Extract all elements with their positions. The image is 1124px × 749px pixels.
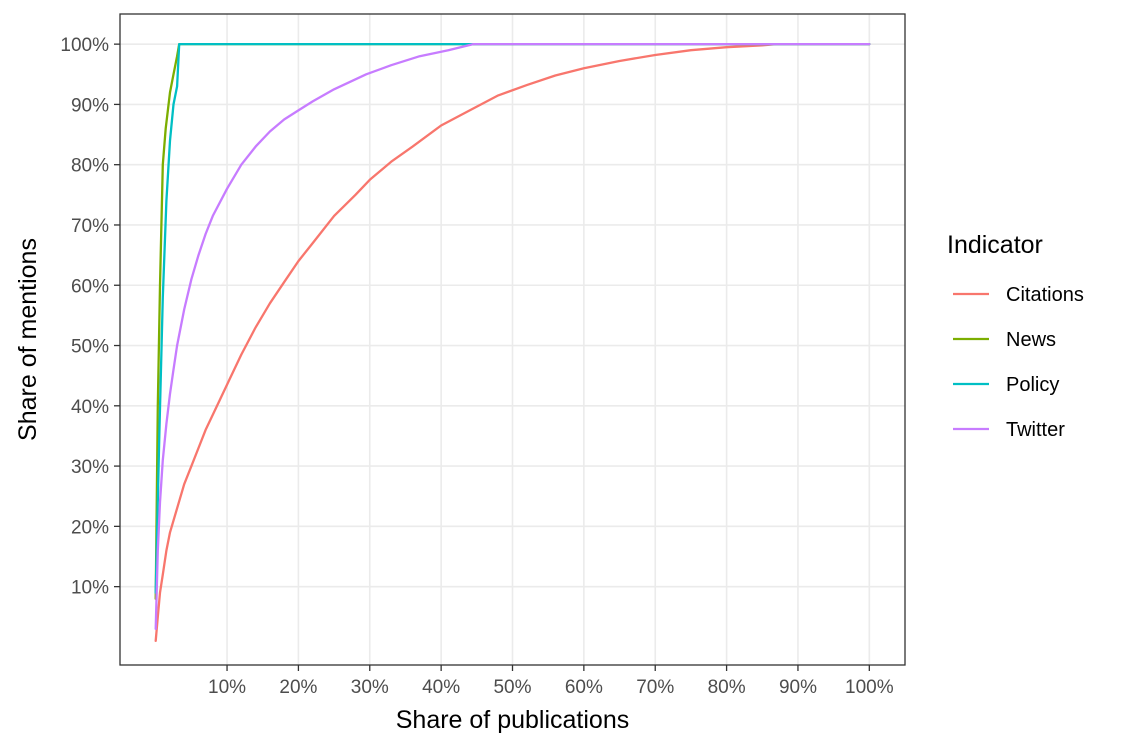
x-tick-label: 10% [208,677,246,698]
y-tick-label: 70% [71,216,109,237]
y-axis-title: Share of mentions [14,238,42,441]
y-tick-label: 60% [71,276,109,297]
y-tick-label: 100% [60,35,109,56]
x-tick-label: 90% [779,677,817,698]
legend-label-policy: Policy [1006,374,1059,396]
series-line-citations [154,42,871,643]
legend-label-twitter: Twitter [1006,419,1065,441]
x-axis-title: Share of publications [396,706,629,734]
y-tick-label: 30% [71,457,109,478]
legend-items: Citations News Policy Twitter [953,284,1084,441]
y-tick-label: 90% [71,95,109,116]
x-tick-label: 100% [845,677,894,698]
series-line-twitter [154,42,871,630]
x-tick-label: 60% [565,677,603,698]
x-tick-label: 70% [636,677,674,698]
y-tick-label: 50% [71,337,109,358]
legend-title: Indicator [947,231,1043,259]
y-tick-label: 10% [71,578,109,599]
y-tick-label: 40% [71,397,109,418]
x-tick-label: 80% [708,677,746,698]
legend: Indicator Citations News Policy Twitter [947,231,1084,441]
x-tick-label: 40% [422,677,460,698]
x-tick-label: 30% [351,677,389,698]
x-tick-label: 50% [493,677,531,698]
legend-label-citations: Citations [1006,284,1084,306]
y-tick-label: 80% [71,156,109,177]
x-tick-label: 20% [279,677,317,698]
series-lines [154,42,871,643]
y-tick-label: 20% [71,517,109,538]
axis-ticks: 10% 20% 30% 40% 50% 60% 70% 80% 90% 100% 10% 20% 30%… [60,35,893,698]
legend-label-news: News [1006,329,1056,351]
